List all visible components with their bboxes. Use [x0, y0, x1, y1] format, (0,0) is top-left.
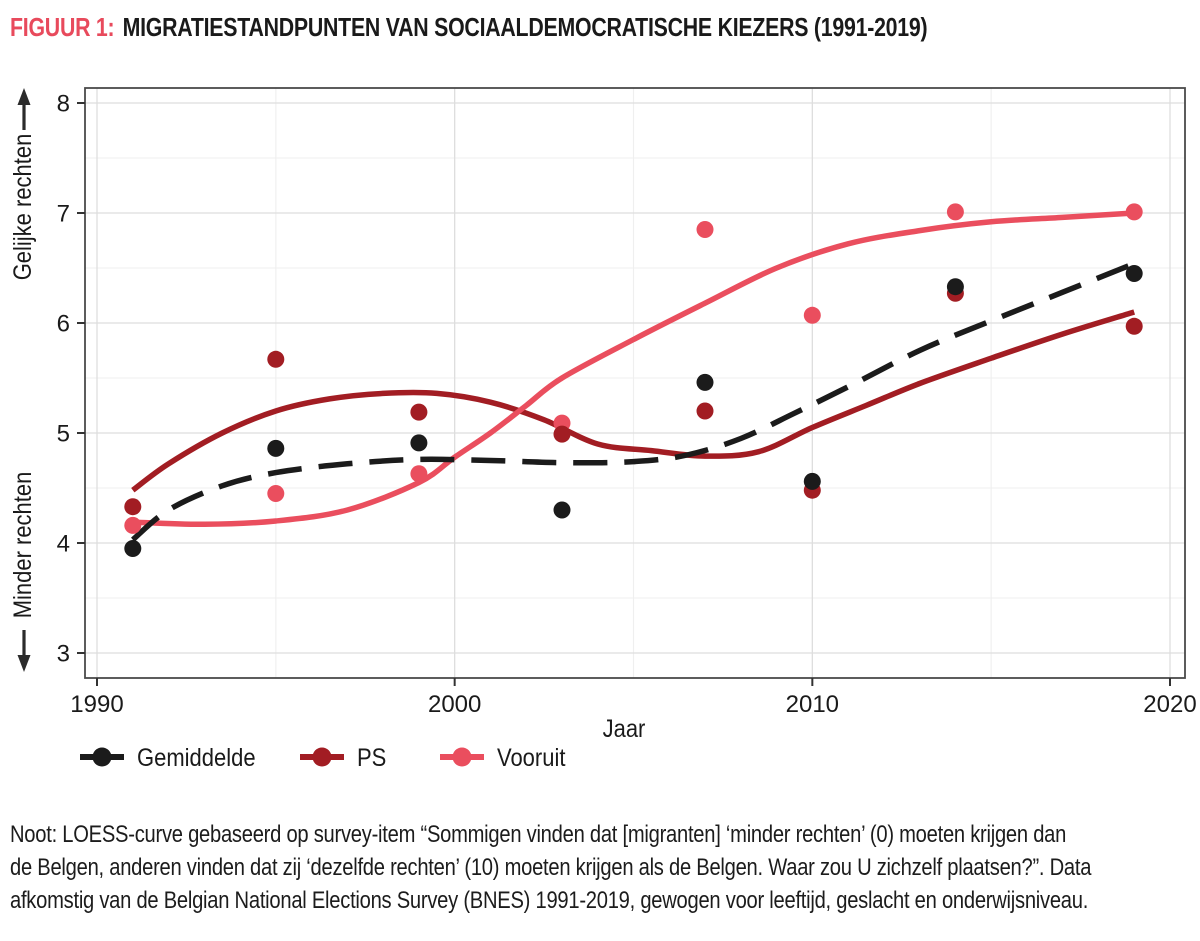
point-gemiddelde-1999 [410, 434, 428, 452]
figure-title-row: FIGUUR 1: MIGRATIESTANDPUNTEN VAN SOCIAAL… [10, 12, 928, 43]
legend-label-gemiddelde: Gemiddelde [137, 744, 256, 772]
loess-curve-vooruit [132, 210, 1135, 528]
point-ps-1995 [267, 350, 285, 368]
legend-key-dot-vooruit [452, 747, 472, 767]
legend-item-gemiddelde: Gemiddelde [80, 744, 256, 772]
point-vooruit-2010 [803, 306, 821, 324]
plot-panel-border [84, 87, 1186, 679]
y-tick-label: 8 [57, 91, 70, 118]
point-vooruit-1995 [267, 485, 285, 502]
x-axis-title: Jaar [603, 715, 646, 743]
legend-item-ps: PS [300, 744, 386, 772]
point-vooruit-2019 [1125, 203, 1143, 221]
point-gemiddelde-2010 [803, 472, 821, 490]
axis-arrow-down-icon [17, 630, 31, 672]
legend-label-ps: PS [357, 744, 386, 772]
gridlines [85, 88, 1185, 678]
note-line-1: Noot: LOESS-curve gebaseerd op survey-it… [10, 821, 1067, 848]
data-points [124, 203, 1143, 557]
loess-curve-ps [131, 309, 1136, 493]
figure-title: MIGRATIESTANDPUNTEN VAN SOCIAALDEMOCRATI… [122, 12, 928, 42]
loess-curves [130, 210, 1136, 542]
point-gemiddelde-1991 [124, 540, 142, 557]
y-tick-label: 7 [57, 201, 70, 228]
legend: Gemiddelde PS Vooruit [80, 744, 566, 772]
point-gemiddelde-2003 [553, 501, 571, 519]
axis-ticks: 3 4 5 6 7 8 1990 2000 2010 2020 [57, 91, 1197, 719]
point-gemiddelde-2014 [946, 278, 964, 296]
figure-label: FIGUUR 1: [10, 12, 115, 42]
figure-note: Noot: LOESS-curve gebaseerd op survey-it… [10, 818, 1091, 917]
y-tick-label: 4 [57, 531, 70, 558]
point-ps-2003 [553, 425, 571, 443]
x-axis-title-text: Jaar [603, 715, 646, 743]
point-ps-1991 [124, 498, 142, 516]
point-vooruit-2007 [696, 221, 714, 238]
point-vooruit-1991 [124, 516, 142, 534]
x-tick-label: 2000 [428, 691, 481, 718]
x-tick-label: 1990 [70, 691, 123, 718]
loess-curve-gemiddelde [130, 261, 1136, 542]
axis-arrow-up-icon [17, 88, 31, 130]
legend-item-vooruit: Vooruit [440, 744, 566, 772]
legend-label-vooruit: Vooruit [497, 744, 566, 772]
point-vooruit-2014 [946, 203, 964, 221]
y-tick-label: 5 [57, 421, 70, 448]
y-axis-title-top: Gelijke rechten [9, 88, 37, 281]
y-axis-title-top-text: Gelijke rechten [9, 134, 37, 281]
chart: 3 4 5 6 7 8 1990 2000 2010 2020 Jaar Gelijke rech… [9, 87, 1197, 772]
x-tick-label: 2010 [786, 691, 839, 718]
legend-key-dot-ps [312, 747, 332, 767]
y-axis-title-bottom: Minder rechten [9, 472, 37, 672]
y-tick-label: 3 [57, 641, 70, 668]
y-axis-title-bottom-text: Minder rechten [9, 472, 37, 619]
x-tick-label: 2020 [1143, 691, 1196, 718]
point-vooruit-1999 [410, 465, 428, 483]
point-ps-2007 [696, 402, 714, 420]
point-gemiddelde-2019 [1125, 265, 1143, 282]
note-line-3: afkomstig van de Belgian National Electi… [10, 887, 1089, 914]
point-gemiddelde-2007 [696, 373, 714, 391]
point-ps-2019 [1125, 317, 1143, 335]
legend-key-dot-gemiddelde [92, 747, 112, 767]
note-line-2: de Belgen, anderen vinden dat zij ‘dezel… [10, 854, 1092, 881]
point-ps-1999 [410, 403, 428, 421]
y-tick-label: 6 [57, 311, 70, 338]
point-gemiddelde-1995 [267, 439, 285, 457]
